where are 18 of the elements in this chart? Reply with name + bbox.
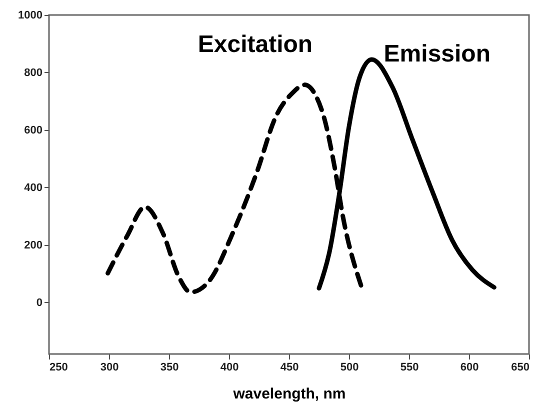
series-label: Emission	[384, 40, 491, 68]
x-tick-label: 300	[100, 362, 119, 374]
y-tick-label: 0	[36, 296, 42, 309]
x-tick-label: 350	[160, 362, 179, 374]
x-tick-label: 650	[511, 362, 530, 374]
y-tick-label: 1000	[18, 10, 42, 22]
x-tick-label: 400	[220, 362, 239, 374]
x-tick-label: 550	[400, 362, 419, 374]
x-tick-label: 600	[460, 362, 479, 374]
y-tick-label: 600	[24, 124, 42, 136]
x-tick-label: 250	[50, 362, 68, 374]
series-label: Excitation	[198, 30, 313, 58]
x-tick-label: 500	[340, 362, 359, 374]
x-axis-title: wavelength, nm	[232, 386, 346, 402]
y-tick-label: 800	[24, 66, 42, 79]
y-tick-label: 400	[24, 182, 42, 194]
y-tick-label: 200	[24, 239, 42, 252]
x-tick-label: 450	[280, 362, 299, 374]
